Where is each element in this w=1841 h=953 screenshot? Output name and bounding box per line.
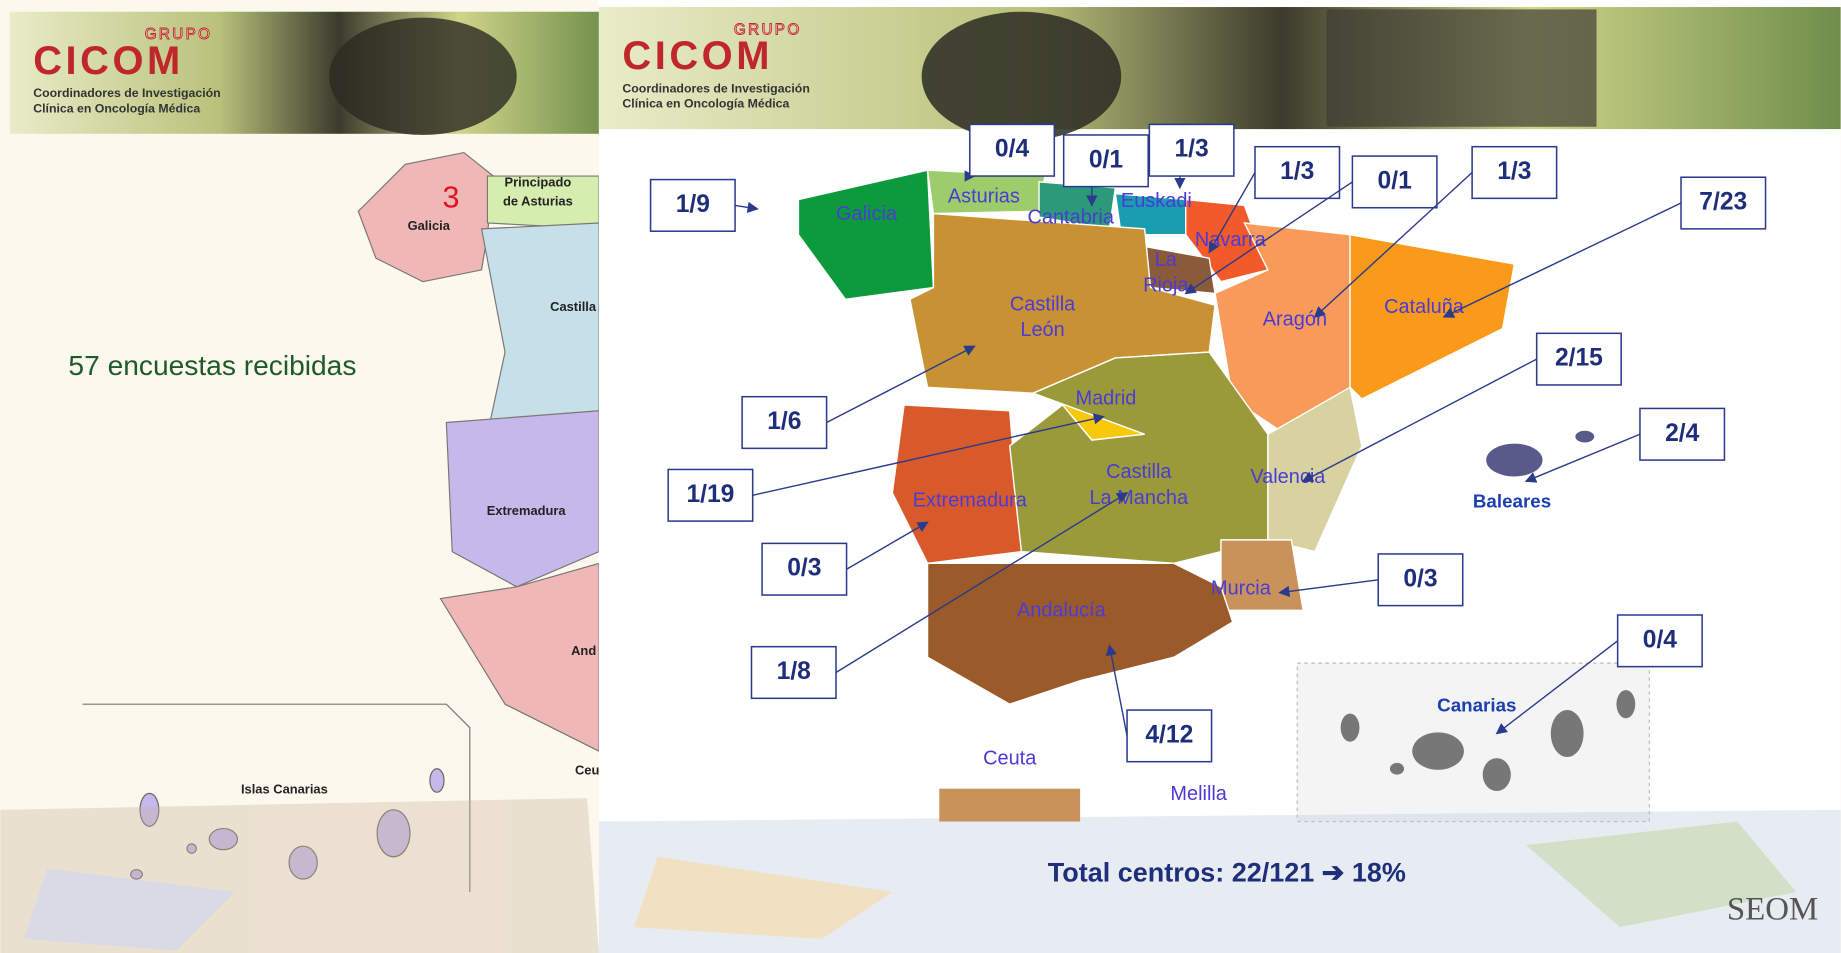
ratio-label: 4/12: [1145, 721, 1193, 748]
map-region: [446, 411, 599, 587]
region-name: Melilla: [1170, 783, 1227, 805]
map-label: Castilla: [550, 299, 597, 314]
ratio-label: 2/4: [1665, 420, 1700, 447]
region-name: Galicia: [836, 203, 898, 225]
ratio-label: 1/8: [777, 658, 811, 685]
region-name: Rioja: [1143, 275, 1189, 297]
ratio-label: 7/23: [1699, 189, 1747, 216]
region-name: León: [1020, 319, 1064, 341]
ratio-label: 0/3: [1403, 565, 1437, 592]
mosaic: [0, 798, 1840, 953]
map-region: [1221, 540, 1303, 610]
map-label: Ceu: [575, 762, 599, 777]
ratio-label: 2/15: [1555, 345, 1603, 372]
region-name: Madrid: [1075, 387, 1136, 409]
logo-tagline: Coordinadores de Investigación: [622, 81, 809, 95]
map-region: [939, 789, 1080, 822]
map-region: [1341, 714, 1360, 742]
ratio-label: 1/9: [676, 191, 710, 218]
region-name: Baleares: [1473, 490, 1551, 511]
region-name: Andalucía: [1017, 600, 1107, 622]
ratio-label: 1/3: [1280, 158, 1314, 185]
slides: GRUPOCICOMCoordinadores de Investigación…: [0, 0, 1841, 953]
region-name: Euskadi: [1121, 190, 1192, 212]
map-label: Galicia: [408, 218, 451, 233]
region-name: Aragón: [1263, 309, 1327, 331]
ratio-label: 1/3: [1174, 136, 1208, 163]
ratio-label: 0/4: [995, 136, 1030, 163]
region-name: La Mancha: [1089, 487, 1189, 509]
logo-name: CICOM: [622, 34, 773, 78]
logo-tagline: Coordinadores de Investigación: [33, 86, 220, 100]
map-label: And: [571, 643, 596, 658]
region-name: Murcia: [1211, 577, 1272, 599]
highlight-number: 3: [443, 181, 460, 215]
region-name: Cantabria: [1028, 207, 1115, 229]
logo-tagline: Clínica en Oncología Médica: [33, 101, 200, 115]
ratio-label: 1/6: [767, 408, 801, 435]
region-name: Canarias: [1437, 694, 1516, 715]
map-region: [1412, 732, 1464, 770]
logo-name: CICOM: [33, 39, 184, 83]
map-label: de Asturias: [503, 193, 573, 208]
ratio-label: 1/3: [1497, 158, 1531, 185]
logo-tagline: Clínica en Oncología Médica: [622, 97, 789, 111]
map-region: [1551, 710, 1584, 757]
ratio-label: 0/4: [1643, 626, 1678, 653]
ratio-label: 0/3: [787, 555, 821, 582]
ratio-label: 0/1: [1378, 167, 1413, 194]
canarias-inset: [1297, 663, 1649, 821]
region-name: Castilla: [1010, 293, 1076, 315]
region-name: Valencia: [1250, 466, 1326, 488]
region-name: Cataluña: [1384, 296, 1465, 318]
region-name: Navarra: [1195, 229, 1267, 251]
page: {"left_slide":{"logo":{"group":"GRUPO","…: [0, 0, 1841, 953]
region-name: Castilla: [1106, 461, 1172, 483]
map-region: [1616, 690, 1635, 718]
region-name: Extremadura: [913, 489, 1028, 511]
map-label: Principado: [505, 174, 572, 189]
map-label: Extremadura: [487, 503, 567, 518]
map-region: [1486, 444, 1542, 477]
map-region: [1390, 763, 1404, 775]
region-name: Asturias: [948, 185, 1020, 207]
ratio-label: 1/19: [686, 481, 734, 508]
ratio-label: 0/1: [1089, 146, 1124, 173]
map-region: [1575, 431, 1594, 443]
map-label: Islas Canarias: [241, 781, 328, 796]
map-region: [1483, 758, 1511, 791]
footer-logo: SEOM: [1727, 891, 1818, 927]
region-name: Ceuta: [983, 748, 1037, 770]
region-name: La: [1155, 249, 1178, 271]
survey-count: 57 encuestas recibidas: [68, 350, 356, 381]
total: Total centros: 22/121 ➔ 18%: [1048, 857, 1406, 887]
